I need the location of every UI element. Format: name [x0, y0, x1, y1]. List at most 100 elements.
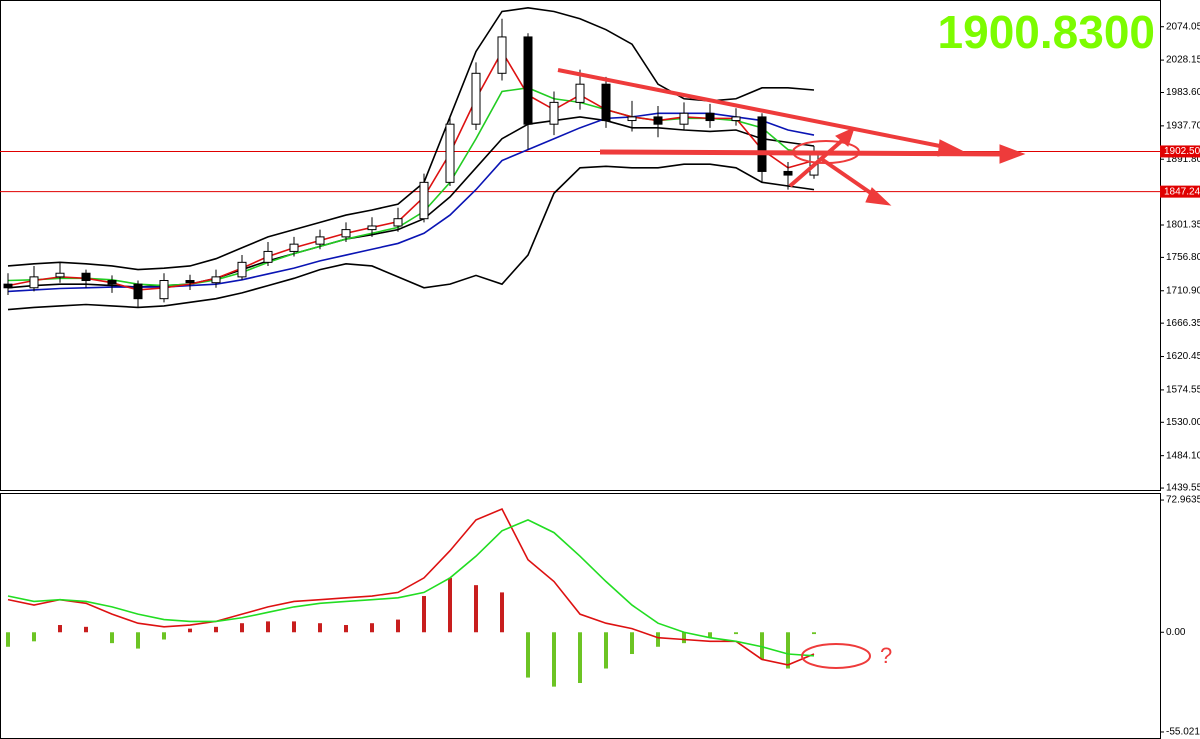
- histogram-bar: [84, 626, 88, 633]
- histogram-bar: [786, 632, 790, 669]
- trend-line: [557, 68, 951, 150]
- histogram-bar: [136, 632, 140, 649]
- candle-body: [237, 261, 247, 278]
- price-label: 1902.50: [1164, 146, 1200, 157]
- histogram-bar: [760, 632, 764, 660]
- histogram-bar: [32, 632, 36, 642]
- y-tick-label: 1484.10: [1166, 450, 1200, 461]
- candle-body: [783, 170, 793, 176]
- candle-body: [653, 116, 663, 125]
- histogram-bar: [344, 625, 348, 633]
- y-tick-label: 1756.80: [1166, 252, 1200, 263]
- indicator-line: [7, 519, 815, 657]
- histogram-bar: [396, 619, 400, 633]
- arrow-line: [599, 149, 1006, 157]
- candle-body: [705, 112, 715, 122]
- y-tick-label: 2074.05: [1166, 21, 1200, 32]
- histogram-bar: [422, 596, 426, 633]
- y-tick-label: -55.0213: [1166, 727, 1200, 738]
- candle-body: [419, 181, 429, 220]
- histogram-bar: [370, 623, 374, 633]
- y-tick-label: 1891.80: [1166, 154, 1200, 165]
- histogram-bar: [474, 585, 478, 633]
- y-tick-label: 1530.00: [1166, 417, 1200, 428]
- histogram-bar: [552, 632, 556, 687]
- candle-body: [107, 280, 117, 285]
- marks: 2074.05 2028.15 1983.60 1937.70 1891.80 1801.…: [0, 7, 1200, 738]
- candle-body: [55, 272, 65, 278]
- price-label: 1847.24: [1164, 186, 1200, 197]
- price-label-box: [1160, 145, 1200, 158]
- histogram-bar: [578, 632, 582, 684]
- histogram-bar: [214, 626, 218, 633]
- histogram-bar: [188, 628, 192, 633]
- macd-frame: [0, 493, 1161, 739]
- candle-body: [627, 116, 637, 122]
- histogram-bar: [656, 632, 660, 647]
- candle-body: [133, 283, 143, 300]
- candle-body: [341, 229, 351, 238]
- arrow-head: [835, 127, 855, 147]
- candle-body: [289, 243, 299, 252]
- candle-body: [81, 272, 91, 282]
- candle-body: [601, 83, 611, 122]
- candle-body: [263, 250, 273, 263]
- candle-body: [731, 116, 741, 122]
- histogram-bar: [162, 632, 166, 640]
- histogram-bar: [500, 592, 504, 633]
- y-tick-label: 1937.70: [1166, 120, 1200, 131]
- y-tick-label: 2028.15: [1166, 55, 1200, 66]
- y-tick-label: 1983.60: [1166, 87, 1200, 98]
- histogram-bar: [812, 632, 816, 635]
- arrow-line: [818, 156, 880, 200]
- indicator-line: [7, 112, 815, 293]
- question-mark: ?: [880, 643, 892, 668]
- price-label-box: [1160, 185, 1200, 198]
- histogram-bar: [292, 621, 296, 633]
- drawings: [557, 68, 1026, 669]
- main-frame: [0, 0, 1161, 491]
- candle-body: [211, 276, 221, 284]
- indicator-line: [7, 163, 815, 311]
- y-tick-label: 1801.35: [1166, 220, 1200, 231]
- candle-body: [29, 276, 39, 289]
- histogram-bar: [448, 577, 452, 633]
- candle-body: [471, 72, 481, 125]
- candle-body: [315, 236, 325, 245]
- histogram-bar: [240, 623, 244, 633]
- histogram-bar: [630, 632, 634, 655]
- y-tick-label: 1439.55: [1166, 483, 1200, 494]
- indicator-line: [7, 116, 815, 289]
- histogram-bar: [110, 632, 114, 644]
- histogram-bar: [6, 632, 10, 647]
- histogram-bar: [526, 632, 530, 678]
- price-display: 1900.8300: [938, 6, 1155, 58]
- candle-body: [757, 116, 767, 172]
- y-tick-label: 72.9635: [1166, 495, 1200, 506]
- histogram-bar: [58, 625, 62, 633]
- candle-body: [445, 123, 455, 183]
- y-tick-label: 1574.55: [1166, 385, 1200, 396]
- indicator-line: [7, 49, 815, 291]
- histogram-bar: [708, 632, 712, 638]
- candle-body: [523, 36, 533, 125]
- candle-body: [367, 225, 377, 231]
- y-tick-label: 1620.45: [1166, 351, 1200, 362]
- y-tick-label: 0.00: [1166, 627, 1186, 638]
- histogram-bar: [682, 632, 686, 644]
- y-tick-label: 1666.35: [1166, 318, 1200, 329]
- candle-body: [679, 112, 689, 125]
- indicator-line: [7, 7, 815, 271]
- candle-body: [549, 101, 559, 125]
- candle-body: [575, 83, 585, 103]
- highlight-ellipse: [792, 140, 860, 164]
- histogram-bar: [604, 632, 608, 669]
- indicator-line: [7, 508, 815, 666]
- histogram-bar: [734, 632, 738, 635]
- candle-body: [3, 283, 13, 289]
- candle-body: [159, 280, 169, 300]
- candle-body: [185, 280, 195, 284]
- histogram-bar: [266, 621, 270, 633]
